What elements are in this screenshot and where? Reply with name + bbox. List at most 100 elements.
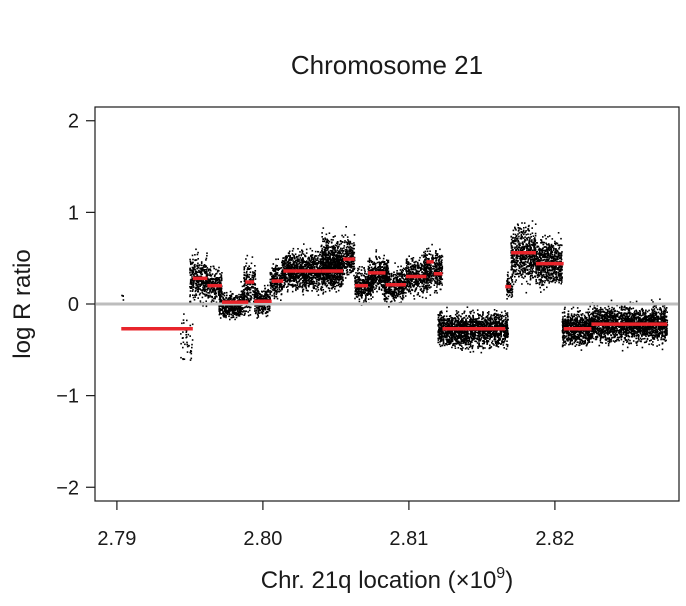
data-point [203,293,206,295]
data-point [189,335,191,337]
data-point [330,238,333,241]
data-point [276,265,278,267]
data-point [319,261,322,263]
data-point [324,259,327,261]
data-point [262,295,265,297]
data-point [340,275,343,278]
data-point [301,249,303,251]
data-point [196,271,199,273]
data-point [300,264,303,267]
data-point [204,281,206,283]
data-point [246,295,248,297]
data-point [219,287,222,289]
data-point [202,265,205,267]
data-point [224,307,226,309]
data-point [247,311,249,313]
data-point [327,264,330,267]
data-point [372,286,374,289]
data-point [296,276,299,279]
data-point [295,262,298,264]
data-point [326,258,328,260]
data-point [193,266,196,268]
data-point [205,293,208,296]
data-point [252,271,254,273]
data-point [189,267,191,270]
data-point [241,313,243,316]
data-point [322,259,324,261]
data-point [373,266,376,269]
data-point [229,305,232,307]
data-point [219,297,222,300]
data-point [318,282,320,284]
data-point [200,267,203,270]
data-point [254,295,256,298]
data-point [273,267,276,270]
data-point [274,282,276,285]
data-point [264,293,267,296]
data-point [359,273,362,275]
data-point [235,311,237,314]
data-point [379,277,381,279]
data-point [367,286,369,289]
data-point [360,295,363,298]
data-point [334,285,337,288]
data-point [322,277,324,279]
data-point [200,281,203,284]
data-point [252,277,255,280]
data-point [332,251,334,254]
data-point [326,247,328,250]
data-point [343,241,346,244]
data-point [195,282,197,285]
data-point [325,252,327,254]
data-point [181,322,183,325]
data-point [275,293,278,296]
data-point [192,288,194,291]
data-point [325,247,327,249]
data-point [225,315,227,317]
data-point [361,279,364,281]
data-point [319,273,321,276]
data-point [302,274,304,276]
data-point [232,314,234,317]
data-point [344,251,347,253]
data-point [305,261,308,264]
data-point [248,278,251,281]
data-point [223,312,225,314]
data-point [346,260,349,263]
data-point [234,311,236,314]
data-point [257,312,260,314]
data-point [205,294,208,297]
data-point [370,278,373,281]
data-point [225,309,227,312]
data-point [322,291,325,294]
data-point [231,311,234,313]
data-point [263,295,266,297]
data-point [356,282,359,284]
data-point [375,279,378,282]
data-point [276,274,279,276]
data-point [378,266,380,269]
data-point [371,269,373,272]
data-point [223,306,225,309]
data-point [336,273,338,276]
data-point [326,239,329,241]
data-point [399,295,402,298]
data-point [317,250,319,253]
data-point [352,267,354,270]
data-point [237,310,240,312]
data-point [315,277,317,280]
data-point [197,288,200,291]
data-point [189,279,192,281]
data-point [309,260,312,262]
data-point [191,262,194,265]
data-point [332,284,334,287]
data-point [209,272,211,274]
data-point [190,269,193,272]
data-point [201,273,203,275]
data-point [391,292,393,295]
data-point [230,313,233,316]
data-point [254,275,256,278]
data-point [374,280,377,282]
data-point [202,286,204,289]
data-point [330,249,333,252]
